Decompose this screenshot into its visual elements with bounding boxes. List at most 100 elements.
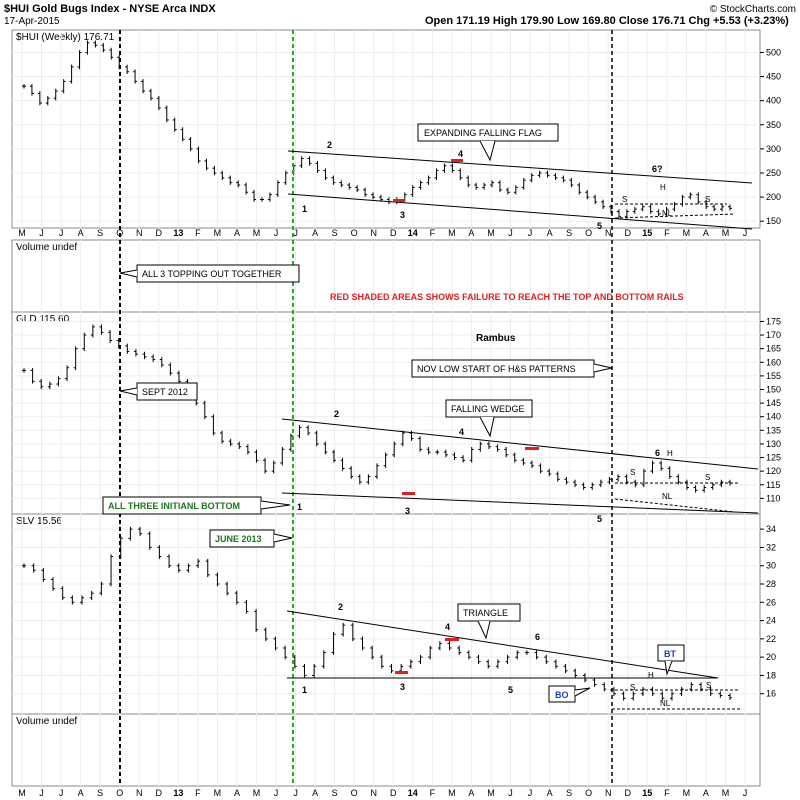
hui-hs-s2: S [705, 195, 710, 204]
x-tick-label: O [116, 788, 123, 798]
bt-callout: BT [657, 644, 685, 676]
gld-hs-nl: NL [662, 492, 673, 501]
x-tick-label: S [97, 788, 103, 798]
y-tick-label: 300 [766, 144, 781, 154]
x-tick-label: J [293, 788, 298, 798]
ohlc-readout: Open 171.19 High 179.90 Low 169.80 Close… [425, 15, 789, 27]
y-tick-label: 155 [766, 371, 781, 381]
y-tick-label: 130 [766, 439, 781, 449]
y-tick-label: 34 [766, 524, 776, 534]
slv-upper-rail [286, 610, 719, 679]
y-tick-label: 18 [766, 670, 776, 680]
x-tick-label: A [234, 228, 240, 238]
chart-title: $HUI Gold Bugs Index - NYSE Arca INDX [4, 3, 216, 15]
x-tick-label: A [468, 228, 474, 238]
hui-wave-4: 4 [458, 149, 463, 159]
x-tick-label: A [547, 788, 553, 798]
x-tick-label: 14 [408, 788, 418, 798]
x-tick-label: 15 [642, 788, 652, 798]
x-tick-label: 15 [642, 228, 652, 238]
gld-label: GLD 115.60 [16, 314, 70, 325]
bo-callout: BO [548, 685, 591, 703]
x-tick-label: M [683, 788, 691, 798]
x-tick-label: M [683, 228, 691, 238]
gld-wave-3: 3 [405, 506, 410, 516]
y-tick-label: 140 [766, 412, 781, 422]
y-tick-label: 450 [766, 72, 781, 82]
gld-hs-s2: S [705, 473, 710, 482]
x-tick-label: M [487, 228, 495, 238]
x-tick-label: A [312, 788, 318, 798]
hui-panel [11, 29, 761, 229]
x-tick-label: N [370, 788, 377, 798]
red-note: RED SHADED AREAS SHOWS FAILURE TO REACH … [330, 292, 684, 302]
x-tick-label: M [253, 228, 261, 238]
x-tick-label: D [156, 228, 163, 238]
hui-red-shade-4 [451, 159, 463, 162]
x-tick-label: J [39, 788, 44, 798]
x-tick-label: M [253, 788, 261, 798]
watermark: © StockCharts.com [710, 4, 796, 15]
gld-upper-rail [281, 418, 759, 470]
slv-wave-2: 2 [338, 602, 343, 612]
gld-panel [11, 311, 761, 515]
svg-text:ALL THREE INITIANL BOTTOM: ALL THREE INITIANL BOTTOM [108, 501, 240, 511]
x-tick-label: M [214, 788, 222, 798]
y-tick-label: 120 [766, 466, 781, 476]
y-tick-label: 22 [766, 634, 776, 644]
x-tick-label: A [703, 228, 709, 238]
hui-hs-s1: S [622, 195, 627, 204]
y-tick-label: 32 [766, 542, 776, 552]
gld-neckline-bottom [614, 498, 736, 513]
topping-callout: ALL 3 TOPPING OUT TOGETHER [119, 264, 300, 283]
triangle-callout: TRIANGLE [457, 603, 521, 640]
sept2012-callout: SEPT 2012 [119, 382, 198, 401]
x-tick-label: M [18, 228, 26, 238]
svg-text:FALLING WEDGE: FALLING WEDGE [451, 404, 525, 414]
x-tick-label: J [293, 228, 298, 238]
gld-hs-h: H [667, 449, 673, 458]
y-tick-label: 145 [766, 398, 781, 408]
volume1-label: Volume undef [16, 242, 77, 253]
x-tick-label: J [274, 228, 279, 238]
x-tick-label: S [566, 228, 572, 238]
x-tick-label: 14 [408, 228, 418, 238]
hui-wave-1: 1 [302, 204, 307, 214]
x-tick-label: F [664, 788, 670, 798]
y-tick-label: 400 [766, 96, 781, 106]
hui-neckline-bottom [614, 213, 736, 219]
x-tick-label: F [430, 788, 436, 798]
x-tick-label: 13 [173, 228, 183, 238]
y-tick-label: 350 [766, 120, 781, 130]
hui-label: $HUI (Weekly) 176.71 [16, 32, 115, 43]
x-tick-label: A [468, 788, 474, 798]
hui-wave-3: 3 [400, 210, 405, 220]
slv-wave-5: 5 [508, 685, 513, 695]
svg-text:BT: BT [664, 649, 676, 659]
svg-text:ALL 3 TOPPING OUT TOGETHER: ALL 3 TOPPING OUT TOGETHER [142, 269, 282, 279]
volume2-label: Volume undef [16, 716, 77, 727]
x-tick-label: M [448, 788, 456, 798]
y-tick-label: 165 [766, 344, 781, 354]
svg-text:EXPANDING FALLING FLAG: EXPANDING FALLING FLAG [424, 128, 542, 138]
hui-hs-nl: NL [662, 209, 673, 218]
volume-panel-2 [11, 713, 761, 787]
y-tick-label: 20 [766, 652, 776, 662]
expanding-flag-callout: EXPANDING FALLING FLAG [417, 123, 559, 162]
svg-text:BO: BO [555, 690, 569, 700]
slv-hs-nl: NL [660, 699, 671, 708]
slv-panel [11, 513, 761, 715]
x-tick-label: J [743, 788, 748, 798]
gld-red-shade-5 [525, 447, 539, 450]
x-tick-label: J [274, 788, 279, 798]
x-tick-label: M [448, 228, 456, 238]
gld-wave-5: 5 [597, 514, 602, 524]
x-tick-label: J [59, 228, 64, 238]
x-tick-label: J [508, 788, 513, 798]
x-tick-label: S [566, 788, 572, 798]
hui-lower-rail [287, 193, 753, 230]
slv-hs-s2: S [706, 681, 711, 690]
hui-upper-rail [287, 150, 753, 184]
y-tick-label: 24 [766, 616, 776, 626]
x-tick-label: N [136, 788, 143, 798]
